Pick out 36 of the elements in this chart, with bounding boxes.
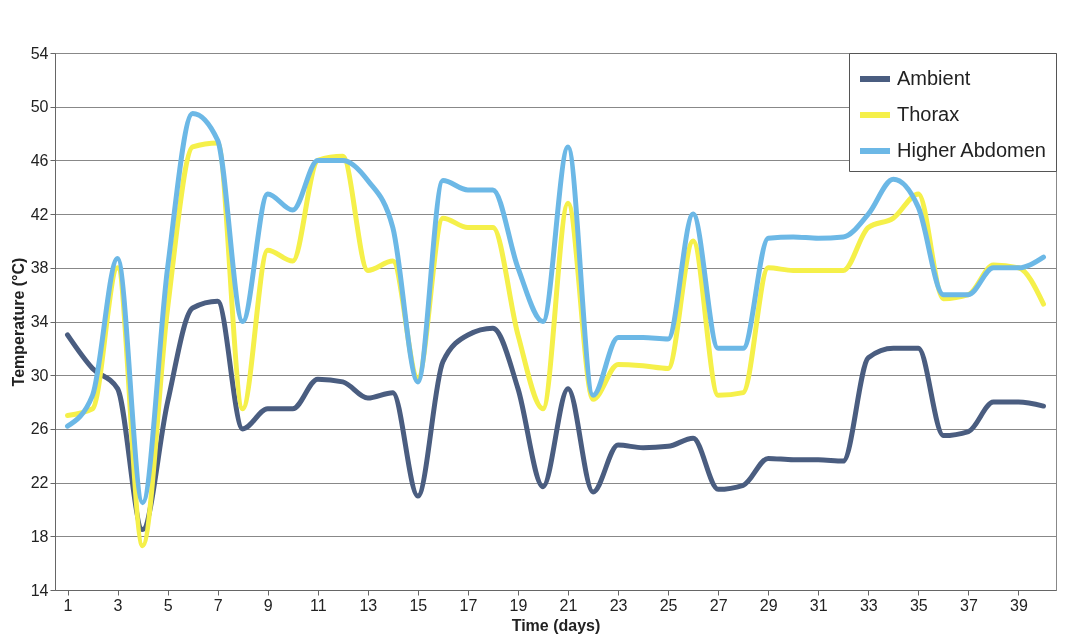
x-tick-label: 17 (459, 596, 478, 614)
legend-label: Thorax (897, 103, 960, 125)
y-tick-label: 22 (30, 474, 49, 492)
x-tick-label: 35 (909, 596, 928, 614)
y-tick-label: 18 (30, 527, 49, 545)
x-axis-title: Time (days) (511, 616, 601, 634)
x-tick-label: 37 (960, 596, 978, 614)
x-tick-label: 5 (163, 596, 173, 614)
x-tick-label: 19 (509, 596, 528, 614)
y-tick-label: 46 (30, 151, 49, 169)
y-axis-title: Temperature (°C) (9, 257, 27, 387)
y-tick-label: 50 (30, 98, 49, 116)
x-tick-label: 39 (1010, 596, 1028, 614)
x-tick-label: 29 (759, 596, 778, 614)
legend-label: Ambient (897, 67, 971, 89)
y-tick-label: 30 (30, 366, 49, 384)
x-tick-label: 25 (659, 596, 678, 614)
x-tick-label: 3 (113, 596, 123, 614)
y-tick-label: 34 (30, 313, 49, 330)
x-tick-label: 7 (213, 596, 223, 614)
x-tick-label: 33 (859, 596, 878, 614)
x-tick-label: 13 (359, 596, 378, 614)
y-tick-label: 38 (30, 259, 49, 277)
x-tick-label: 9 (263, 596, 273, 614)
y-tick-label: 26 (30, 420, 49, 438)
x-tick-label: 23 (609, 596, 628, 614)
y-tick-label: 54 (30, 44, 49, 62)
x-tick-label: 1 (63, 596, 73, 614)
x-tick-label: 27 (709, 596, 728, 614)
y-tick-label: 42 (30, 205, 49, 223)
x-tick-label: 31 (809, 596, 828, 614)
x-tick-label: 15 (409, 596, 428, 614)
legend-label: Higher Abdomen (897, 139, 1046, 161)
x-tick-label: 11 (309, 596, 327, 614)
y-tick-label: 14 (30, 581, 49, 599)
x-tick-label: 21 (559, 596, 578, 614)
